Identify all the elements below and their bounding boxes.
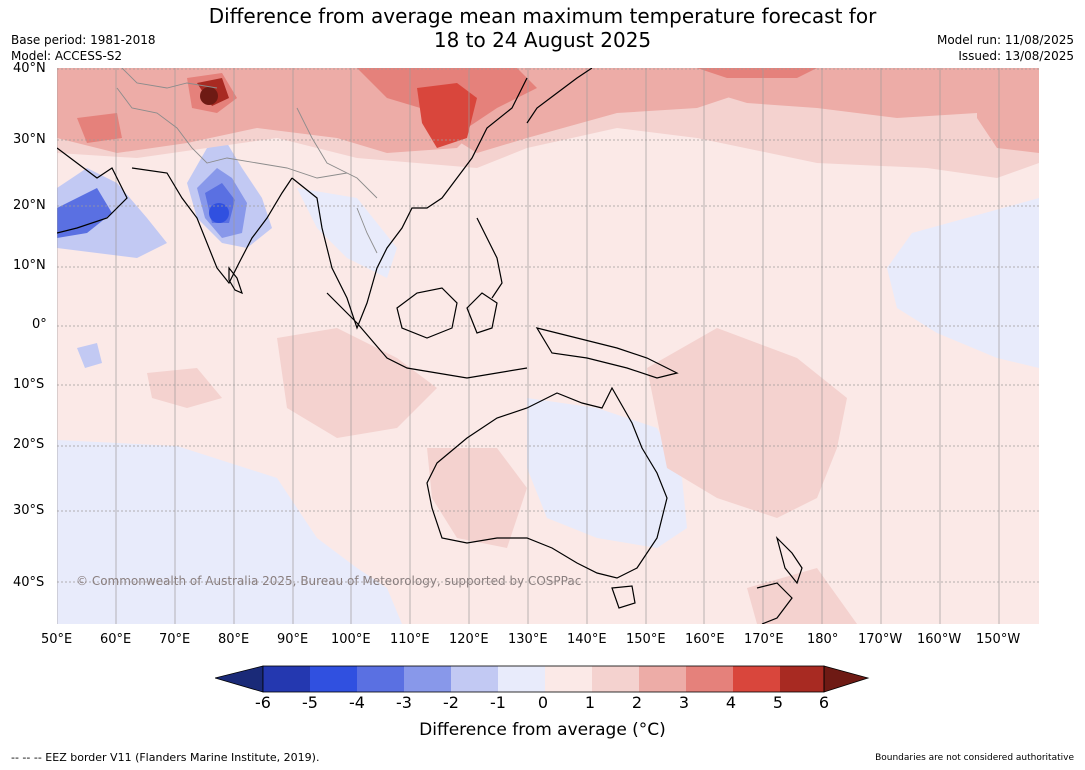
lat-label: 20°S: [13, 437, 45, 452]
model-run-text: Model run: 11/08/2025: [936, 33, 1074, 47]
lon-label: 50°E: [41, 632, 73, 647]
colorbar-swatch: [451, 666, 498, 692]
lat-label: 40°S: [13, 575, 45, 590]
lon-label: 130°E: [508, 632, 548, 647]
chart-title: Difference from average mean maximum tem…: [0, 4, 1085, 52]
lon-label: 160°E: [685, 632, 725, 647]
lon-label: 60°E: [100, 632, 132, 647]
lon-label: 120°E: [449, 632, 489, 647]
colorbar-tick: -5: [302, 693, 318, 712]
boundaries-disclaimer: Boundaries are not considered authoritat…: [875, 753, 1074, 763]
lat-label: 10°S: [13, 377, 45, 392]
colorbar-tick: 3: [678, 693, 690, 712]
colorbar-arrow-high: [823, 665, 870, 693]
lon-label: 160°W: [917, 632, 962, 647]
lon-label: 90°E: [277, 632, 309, 647]
colorbar-tick: 2: [631, 693, 643, 712]
colorbar-swatch: [498, 666, 545, 692]
lat-label: 20°N: [13, 198, 46, 213]
lat-label: 30°N: [13, 132, 46, 147]
lat-label: 10°N: [13, 258, 46, 273]
lon-label: 170°E: [744, 632, 784, 647]
lon-label: 150°W: [976, 632, 1021, 647]
country-borders: [116, 68, 378, 254]
graticule: [57, 68, 1039, 624]
colorbar-swatch: [263, 666, 310, 692]
base-period-text: Base period: 1981-2018: [11, 33, 156, 47]
meta-left: Base period: 1981-2018 Model: ACCESS-S2: [11, 32, 156, 64]
lon-label: 70°E: [159, 632, 191, 647]
colorbar-swatch: [357, 666, 404, 692]
title-line-1: Difference from average mean maximum tem…: [208, 4, 877, 28]
negative-anomaly-areas: [57, 143, 1039, 624]
forecast-map: [57, 68, 1039, 624]
title-line-2: 18 to 24 August 2025: [433, 28, 652, 52]
map-canvas: [57, 68, 1039, 624]
lon-label: 170°W: [858, 632, 903, 647]
colorbar-swatch: [404, 666, 451, 692]
colorbar-tick: -2: [443, 693, 459, 712]
colorbar-swatch: [545, 666, 592, 692]
colorbar-tick: 5: [772, 693, 784, 712]
lat-label: 30°S: [13, 503, 45, 518]
colorbar-tick: 4: [725, 693, 737, 712]
lon-label: 100°E: [331, 632, 371, 647]
model-text: Model: ACCESS-S2: [11, 49, 123, 63]
colorbar-swatch: [592, 666, 639, 692]
colorbar-swatch: [639, 666, 686, 692]
colorbar-tick: -4: [349, 693, 365, 712]
lon-label: 80°E: [218, 632, 250, 647]
coastlines: [57, 68, 803, 624]
meta-right: Model run: 11/08/2025 Issued: 13/08/2025: [937, 32, 1074, 64]
colorbar-swatch: [733, 666, 780, 692]
lon-label: 150°E: [626, 632, 666, 647]
colorbar-tick: -1: [490, 693, 506, 712]
lon-label: 110°E: [390, 632, 430, 647]
copyright-notice: © Commonwealth of Australia 2025, Bureau…: [76, 574, 582, 588]
colorbar-tick: 1: [584, 693, 596, 712]
lon-label: 140°E: [567, 632, 607, 647]
lat-label: 0°: [32, 317, 47, 332]
colorbar-label: Difference from average (°C): [419, 720, 666, 740]
colorbar-swatch: [780, 666, 824, 692]
issued-text: Issued: 13/08/2025: [958, 49, 1074, 63]
colorbar-tick: 0: [537, 693, 549, 712]
colorbar-tick: 6: [818, 693, 830, 712]
eez-border-note: -- -- -- EEZ border V11 (Flanders Marine…: [11, 751, 320, 764]
colorbar-swatch: [310, 666, 357, 692]
colorbar-arrow-low: [215, 665, 264, 693]
colorbar-tick: -3: [396, 693, 412, 712]
lat-label: 40°N: [13, 61, 46, 76]
positive-anomaly-areas: [57, 68, 1039, 624]
colorbar-tick: -6: [255, 693, 271, 712]
colorbar: [215, 665, 870, 693]
lon-label: 180°: [807, 632, 839, 647]
colorbar-swatch: [686, 666, 733, 692]
